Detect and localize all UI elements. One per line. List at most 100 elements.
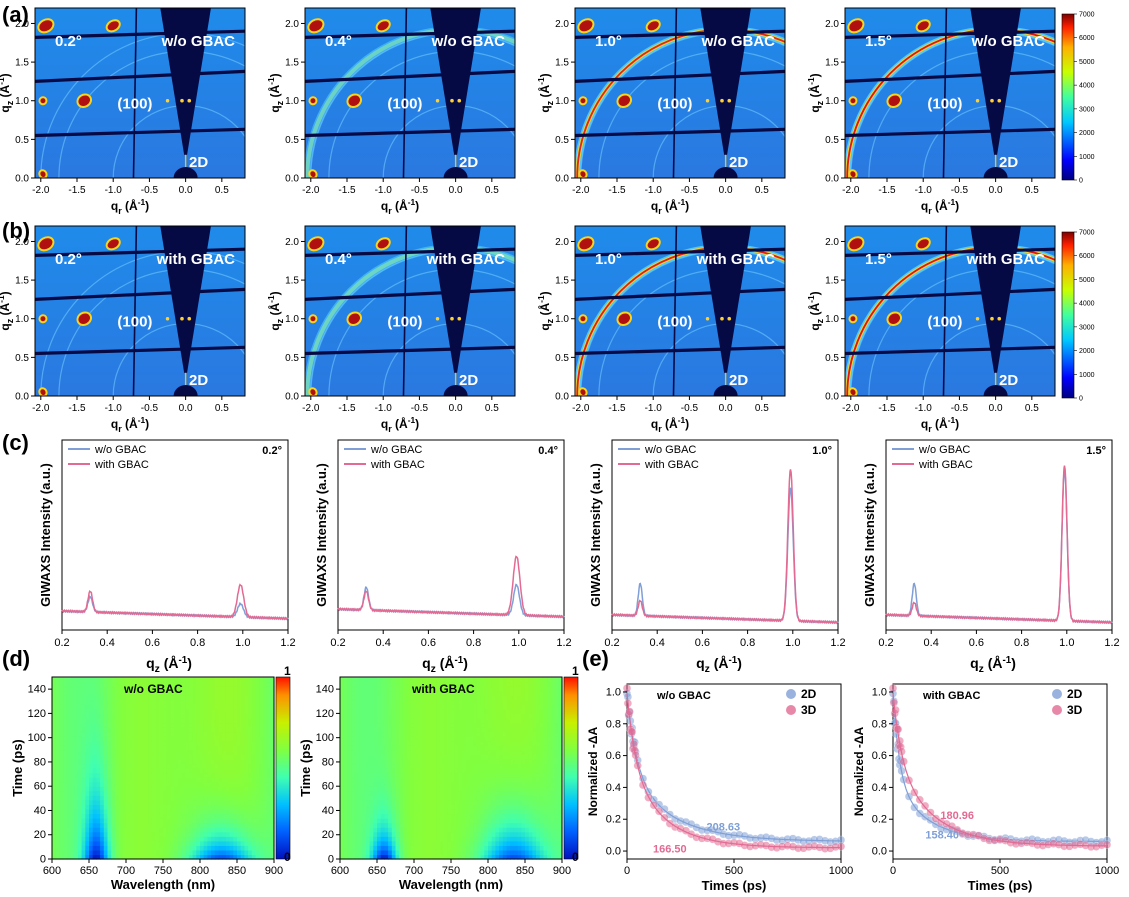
y-tick-label: 40 (34, 805, 46, 817)
bragg-spot (39, 238, 53, 250)
x-tick-label: -0.5 (951, 403, 969, 414)
y-tick-label: 0.5 (285, 135, 299, 146)
x-tick-label: 850 (228, 865, 246, 877)
x-axis-title: Wavelength (nm) (111, 877, 215, 892)
bragg-spot (727, 316, 732, 321)
peak-label: (100) (927, 313, 962, 330)
y-tick-label: 20 (322, 829, 334, 841)
colorbar-tick: 1000 (1079, 372, 1095, 379)
fit-line (626, 693, 841, 849)
bragg-spot (457, 316, 462, 321)
giwaxs-panel-b-3: 1.0° with GBAC (100) 2D -2.0 -1.5 -1.0 -0.5 0.0 0… (536, 225, 786, 434)
y-tick-label: 1.0 (555, 96, 569, 107)
bragg-spot (450, 98, 454, 103)
x-tick-label: -1.5 (338, 403, 356, 414)
incident-angle-label: 1.5° (865, 33, 892, 50)
condition-label: with GBAC (426, 251, 505, 268)
y-tick-label: 1.0 (15, 96, 29, 107)
bragg-spot (39, 20, 53, 32)
y-axis-title: qz (Å-1) (266, 291, 285, 330)
x-tick-label: -1.5 (608, 403, 626, 414)
detector-gap (305, 69, 515, 84)
x-tick-label: -0.5 (141, 403, 159, 414)
y-tick-label: 0.0 (606, 846, 621, 858)
giwaxs-panel-b-1: 0.2° with GBAC (100) 2D -2.0 -1.5 -1.0 -0.5 0.0 0… (0, 225, 246, 434)
x-tick-label: -1.0 (375, 403, 393, 414)
bragg-spot (705, 99, 710, 103)
x-tick-label: 1.0 (235, 637, 250, 649)
condition-label: with GBAC (966, 251, 1045, 268)
y-tick-label: 1.0 (555, 314, 569, 325)
giwaxs-profile-4: w/o GBAC with GBAC 1.5° 0.2 0.4 0.6 0.8 1.0 1.2 q… (862, 439, 1120, 675)
x-tick-label: 900 (553, 865, 571, 877)
x-tick-label: 800 (191, 865, 209, 877)
detector-gap (845, 127, 1055, 138)
x-tick-label: 0.5 (755, 403, 769, 414)
colorbar-tick: 2000 (1079, 130, 1095, 137)
detector-gap (402, 226, 408, 396)
y-tick-label: 1.5 (15, 276, 29, 287)
colorbar-tick: 0 (1079, 396, 1083, 403)
missing-wedge (970, 8, 1021, 155)
x-tick-label: -2.0 (32, 185, 50, 196)
x-tick-label: 1.0 (785, 637, 800, 649)
peak-label: (100) (657, 313, 692, 330)
y-tick-label: 0.8 (606, 718, 621, 730)
detector-gap (35, 29, 245, 39)
y-tick-label: 2.0 (15, 237, 29, 248)
bragg-spot (647, 21, 659, 31)
beam-stop (173, 385, 198, 396)
y-axis-title: qz (Å-1) (266, 73, 285, 112)
x-axis-title: Times (ps) (968, 878, 1033, 893)
x-tick-label: -1.0 (105, 185, 123, 196)
heatmap-colorbar: 01 (563, 664, 579, 864)
x-tick-label: -1.0 (645, 403, 663, 414)
bragg-spot (309, 238, 323, 250)
detector-gap (402, 8, 408, 178)
legend-entry: w/o GBAC (644, 444, 696, 456)
bragg-spot (888, 95, 901, 106)
phase-label: 2D (189, 154, 208, 171)
x-tick-label: 1.2 (830, 637, 845, 649)
condition-label: w/o GBAC (971, 33, 1045, 50)
y-tick-label: 40 (322, 805, 334, 817)
giwaxs-image (845, 8, 1055, 178)
x-tick-label: -2.0 (302, 185, 320, 196)
y-tick-label: 60 (34, 781, 46, 793)
y-tick-label: 0.0 (285, 392, 299, 403)
x-tick-label: 0.5 (215, 185, 229, 196)
detector-gap (575, 287, 785, 302)
y-tick-label: 0.5 (825, 353, 839, 364)
bragg-spot (310, 316, 316, 322)
bragg-spot (850, 98, 856, 104)
data-point (836, 842, 846, 851)
y-tick-label: 2.0 (285, 237, 299, 248)
missing-wedge (430, 8, 481, 155)
x-tick-label: 1.2 (280, 637, 295, 649)
series-line-with-gbac (337, 555, 565, 619)
detector-gap (845, 287, 1055, 302)
colorbar-tick: 1 (572, 664, 579, 678)
detector-gap (35, 69, 245, 84)
y-tick-label: 120 (316, 708, 334, 720)
bragg-spot (720, 98, 724, 103)
condition-label: w/o GBAC (431, 33, 505, 50)
beam-stop (443, 167, 468, 178)
series-line-wo-gbac (885, 468, 1113, 625)
colorbar-tick: 7000 (1079, 12, 1095, 19)
detector-gap (575, 247, 785, 257)
x-tick-label: 800 (479, 865, 497, 877)
phase-label: 2D (189, 372, 208, 389)
peak-label: (100) (387, 95, 422, 112)
beam-stop (713, 385, 738, 396)
detector-gap (942, 226, 948, 396)
giwaxs-panel-a-4: 1.5° w/o GBAC (100) 2D -2.0 -1.5 -1.0 -0.5 0.0 0.… (806, 7, 1056, 216)
legend-entry: w/o GBAC (370, 444, 422, 456)
condition-label: with GBAC (156, 251, 235, 268)
bragg-spot (850, 389, 856, 396)
x-tick-label: -0.5 (951, 185, 969, 196)
x-tick-label: 0.0 (179, 403, 193, 414)
bragg-spot (579, 20, 593, 32)
